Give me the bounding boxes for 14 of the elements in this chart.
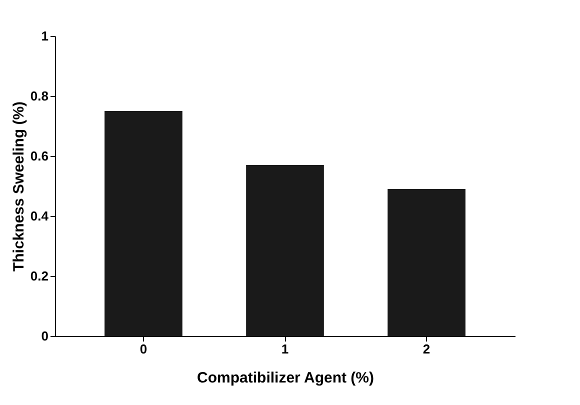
bar (388, 189, 466, 336)
x-axis-title: Compatibilizer Agent (%) (197, 370, 374, 386)
bar (104, 111, 182, 336)
y-tick-label: 1 (41, 28, 48, 44)
x-tick-label: 0 (140, 342, 148, 356)
x-tick-label: 2 (422, 342, 430, 356)
x-tick-label: 1 (281, 342, 289, 356)
y-tick-label: 0.6 (30, 148, 48, 164)
bar (246, 165, 324, 336)
y-tick-label: 0.2 (30, 268, 48, 284)
y-tick-label: 0.4 (30, 208, 50, 224)
y-tick-label: 0 (41, 328, 48, 344)
y-axis-title: Thickness Sweeling (%) (10, 101, 28, 272)
y-tick-label: 0.8 (30, 88, 48, 104)
